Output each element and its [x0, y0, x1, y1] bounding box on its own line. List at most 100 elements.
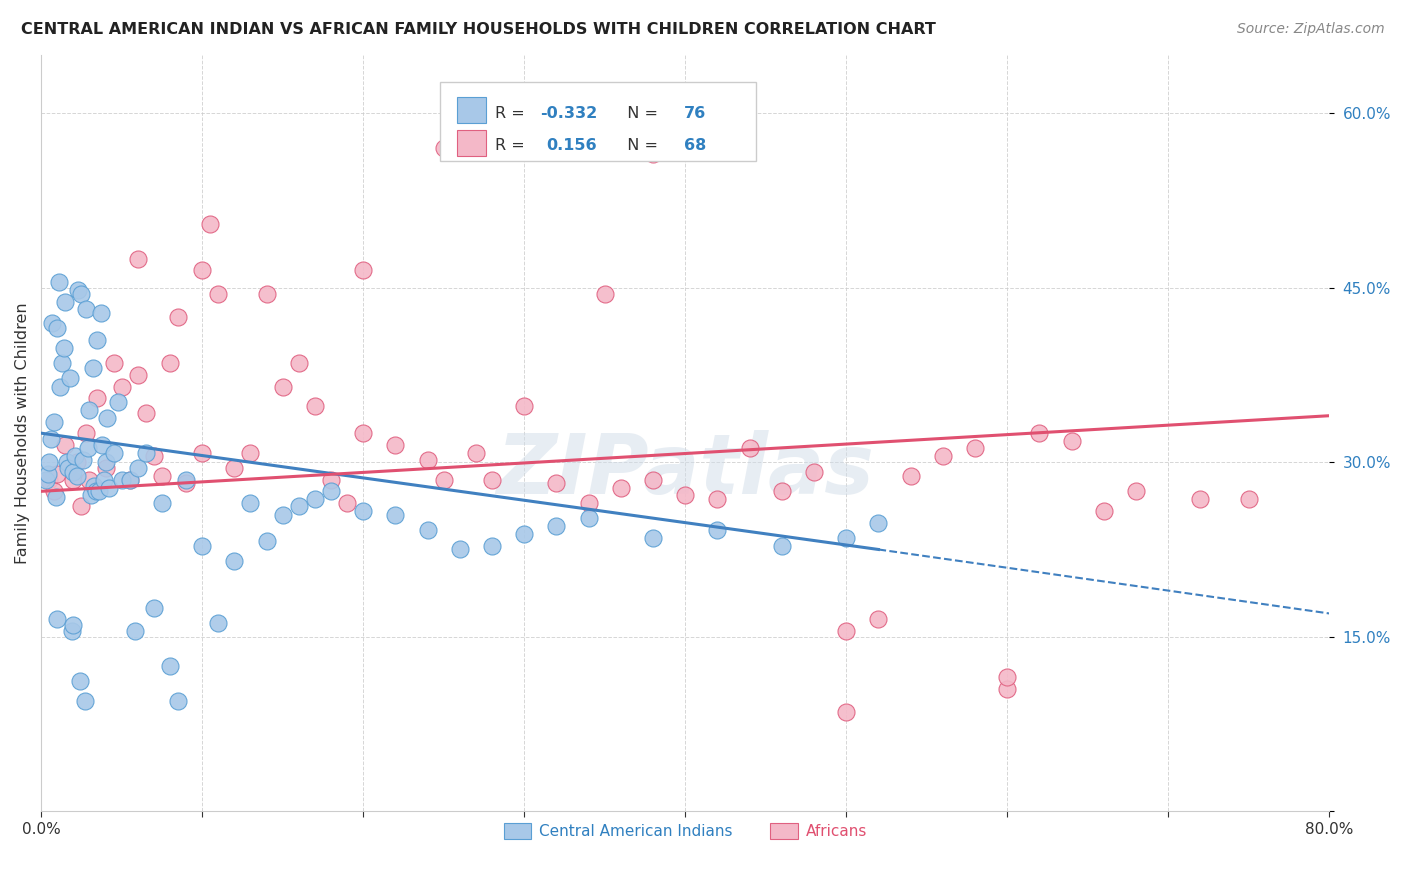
Point [995, 670, 1018, 684]
Point [35, 473, 58, 487]
Point [38, 455, 60, 469]
Point [39, 432, 62, 446]
Point [38, 473, 60, 487]
Point [67, 283, 90, 297]
Point [127, 252, 149, 266]
Point [239, 496, 262, 510]
Y-axis label: Family Households with Children: Family Households with Children [15, 302, 30, 564]
Point [256, 534, 278, 549]
Point [770, 484, 793, 499]
Point [94, 455, 117, 469]
Point [207, 615, 229, 630]
Point [513, 527, 536, 541]
Point [58, 461, 80, 475]
Point [124, 624, 146, 638]
Point [174, 473, 197, 487]
Point [433, 141, 456, 155]
Point [75, 301, 97, 316]
Point [835, 624, 858, 638]
Point [1092, 504, 1115, 518]
Point [191, 446, 214, 460]
Point [224, 554, 246, 568]
Point [37, 467, 59, 481]
Point [76, 442, 98, 456]
Point [963, 442, 986, 456]
Point [706, 492, 728, 507]
FancyBboxPatch shape [457, 130, 485, 156]
Point [42, 484, 65, 499]
Point [513, 400, 536, 414]
Point [641, 147, 664, 161]
Text: R =: R = [495, 138, 534, 153]
Point [900, 469, 922, 483]
Point [336, 496, 359, 510]
Point [84, 484, 107, 499]
Point [111, 473, 134, 487]
Point [56, 455, 79, 469]
Point [995, 681, 1018, 696]
Point [1237, 492, 1260, 507]
Point [52, 341, 75, 355]
Point [53, 438, 76, 452]
Point [48, 275, 70, 289]
Point [304, 400, 326, 414]
Point [1060, 434, 1083, 449]
Point [87, 484, 110, 499]
Point [578, 496, 600, 510]
Point [97, 481, 120, 495]
Point [932, 450, 955, 464]
Point [198, 217, 221, 231]
Point [207, 286, 229, 301]
Point [191, 539, 214, 553]
Point [803, 465, 825, 479]
Point [46, 321, 69, 335]
Point [135, 406, 157, 420]
Point [319, 484, 342, 499]
Point [142, 600, 165, 615]
Point [65, 455, 87, 469]
Point [111, 379, 134, 393]
Point [118, 473, 141, 487]
Point [593, 286, 616, 301]
Point [224, 461, 246, 475]
Point [174, 476, 197, 491]
Text: R =: R = [495, 106, 530, 120]
Point [53, 294, 76, 309]
Point [62, 465, 84, 479]
Point [287, 356, 309, 370]
FancyBboxPatch shape [440, 81, 756, 161]
Point [75, 426, 97, 441]
Text: 0.156: 0.156 [546, 138, 596, 153]
Text: CENTRAL AMERICAN INDIAN VS AFRICAN FAMILY HOUSEHOLDS WITH CHILDREN CORRELATION C: CENTRAL AMERICAN INDIAN VS AFRICAN FAMIL… [21, 22, 936, 37]
Point [51, 356, 73, 370]
Point [738, 442, 761, 456]
Point [352, 263, 374, 277]
Point [86, 333, 108, 347]
Point [83, 478, 105, 492]
Point [69, 673, 91, 688]
Point [150, 469, 173, 483]
Point [641, 473, 664, 487]
Point [103, 356, 125, 370]
Point [135, 446, 157, 460]
Point [94, 461, 117, 475]
Point [464, 446, 486, 460]
Point [45, 490, 67, 504]
Point [610, 481, 633, 495]
Point [319, 473, 342, 487]
Point [835, 531, 858, 545]
Point [167, 310, 190, 324]
Point [142, 450, 165, 464]
Point [63, 450, 86, 464]
Point [304, 492, 326, 507]
Point [107, 394, 129, 409]
Point [127, 368, 149, 382]
Point [91, 438, 114, 452]
Point [416, 453, 439, 467]
Point [835, 706, 858, 720]
Point [239, 446, 262, 460]
Point [62, 473, 84, 487]
Point [546, 519, 568, 533]
Point [49, 379, 72, 393]
Point [62, 618, 84, 632]
